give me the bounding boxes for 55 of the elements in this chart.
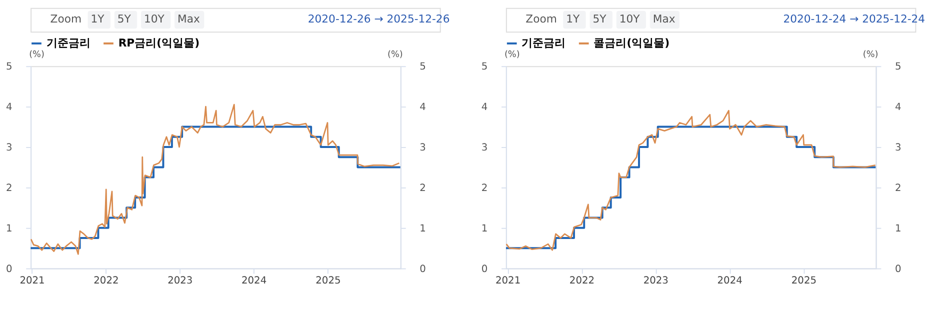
text: 10Y [619,12,640,26]
x-tick-label: 2023 [643,276,668,287]
text: 2020-12-26 → 2025-12-26 [308,12,450,26]
y-tick-label: 1 [6,223,12,234]
text: 5Y [592,12,607,26]
text: 10Y [144,12,165,26]
x-tick-label: 2022 [94,276,119,287]
y2-tick-label: 5 [420,62,426,73]
y2-tick-label: 1 [420,223,426,234]
x-tick-label: 2024 [717,276,742,287]
y-tick-label: 4 [6,102,12,114]
text: Max [178,12,200,26]
text: Max [652,12,676,26]
y2-tick-label: 2 [895,182,902,194]
y2-tick-label: 3 [895,142,902,154]
x-tick-label: 2021 [496,276,521,287]
y-tick-label: 4 [481,102,488,114]
y-tick-label: 5 [6,62,12,73]
text: Zoom [526,12,557,26]
x-tick-label: 2025 [791,276,817,287]
legend-label: RP금리(익일물) [118,36,200,50]
legend-label: 기준금리 [522,36,566,50]
y-tick-label: 0 [481,264,488,275]
y-axis-title: (%) [504,50,520,60]
y2-tick-label: 5 [895,62,902,73]
y2-axis-title: (%) [388,50,403,60]
text: 1Y [566,12,580,26]
x-tick-label: 2025 [316,276,341,287]
y-tick-label: 2 [6,182,12,194]
y2-tick-label: 3 [420,142,426,154]
x-tick-label: 2024 [242,276,267,287]
line-series [30,104,400,255]
y-tick-label: 5 [481,62,488,73]
text: 5Y [117,12,132,26]
x-tick-label: 2023 [168,276,193,287]
y2-tick-label: 2 [420,182,426,194]
y2-tick-label: 0 [420,264,426,275]
y-tick-label: 3 [481,142,488,154]
y2-tick-label: 1 [895,223,902,234]
text: 1Y [90,12,105,26]
y-axis-title: (%) [29,50,44,60]
y2-axis-title: (%) [862,50,878,60]
text: Zoom [50,12,82,26]
x-tick-label: 2022 [569,276,595,287]
y-tick-label: 1 [481,223,488,234]
text: 2020-12-24 → 2025-12-24 [783,12,926,26]
y-tick-label: 3 [6,142,12,154]
y2-tick-label: 4 [420,102,426,114]
legend-label: 콜금리(익일물) [594,36,670,50]
y2-tick-label: 4 [895,102,902,114]
y2-tick-label: 0 [895,264,902,275]
legend-label: 기준금리 [46,36,90,50]
x-tick-label: 2021 [20,276,45,287]
y-tick-label: 2 [481,182,488,194]
y-tick-label: 0 [6,264,12,275]
